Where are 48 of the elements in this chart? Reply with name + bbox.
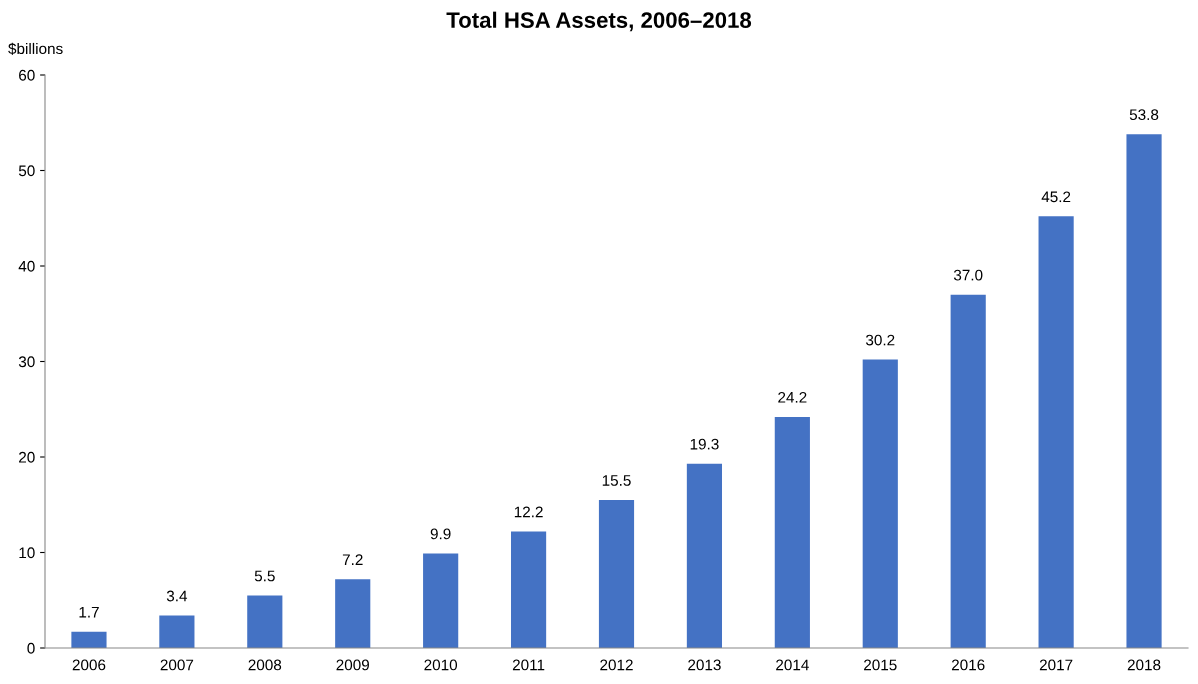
x-tick-label: 2015 <box>864 659 897 671</box>
data-label: 37.0 <box>953 269 983 281</box>
bar <box>335 579 371 648</box>
data-label: 5.5 <box>254 570 275 582</box>
x-tick-label: 2007 <box>160 659 194 671</box>
y-tick-label: 0 <box>27 642 35 654</box>
bar <box>862 359 898 648</box>
bar <box>1038 216 1074 648</box>
bar <box>774 416 810 648</box>
data-label: 9.9 <box>430 528 451 540</box>
y-tick-label: 40 <box>18 260 35 272</box>
x-tick-label: 2013 <box>688 659 721 671</box>
x-tick-label: 2009 <box>336 659 369 671</box>
bar <box>598 499 635 648</box>
data-label: 19.3 <box>690 438 719 450</box>
data-label: 53.8 <box>1129 109 1159 121</box>
bar <box>1126 134 1162 648</box>
y-tick-label: 30 <box>18 356 35 368</box>
data-label: 15.5 <box>602 475 631 486</box>
data-label: 30.2 <box>865 334 895 346</box>
x-tick-label: 2006 <box>72 659 106 671</box>
data-label: 1.7 <box>79 606 99 618</box>
y-tick-label: 10 <box>19 547 35 559</box>
bar <box>950 294 986 648</box>
bar <box>71 631 107 648</box>
x-tick-label: 2010 <box>424 659 458 671</box>
y-tick-label: 60 <box>19 69 35 81</box>
x-tick-label: 2017 <box>1039 659 1073 671</box>
y-axis-title: $billions <box>8 42 63 56</box>
data-label: 3.4 <box>166 590 188 602</box>
x-tick-label: 2008 <box>248 659 282 671</box>
bar <box>247 595 283 648</box>
bar <box>510 531 547 648</box>
bar <box>686 463 723 648</box>
x-tick-label: 2012 <box>600 659 633 671</box>
y-tick-label: 50 <box>18 165 35 177</box>
bar <box>159 615 195 648</box>
x-tick-label: 2014 <box>776 659 809 671</box>
chart-title: Total HSA Assets, 2006–2018 <box>446 11 752 32</box>
x-tick-label: 2011 <box>512 659 545 671</box>
x-tick-label: 2018 <box>1127 659 1161 671</box>
data-label: 45.2 <box>1041 191 1071 203</box>
y-tick-label: 20 <box>19 451 35 463</box>
data-label: 7.2 <box>342 554 363 565</box>
data-label: 24.2 <box>778 391 807 403</box>
data-label: 12.2 <box>514 506 543 518</box>
bar <box>423 553 459 648</box>
x-tick-label: 2016 <box>951 659 985 671</box>
